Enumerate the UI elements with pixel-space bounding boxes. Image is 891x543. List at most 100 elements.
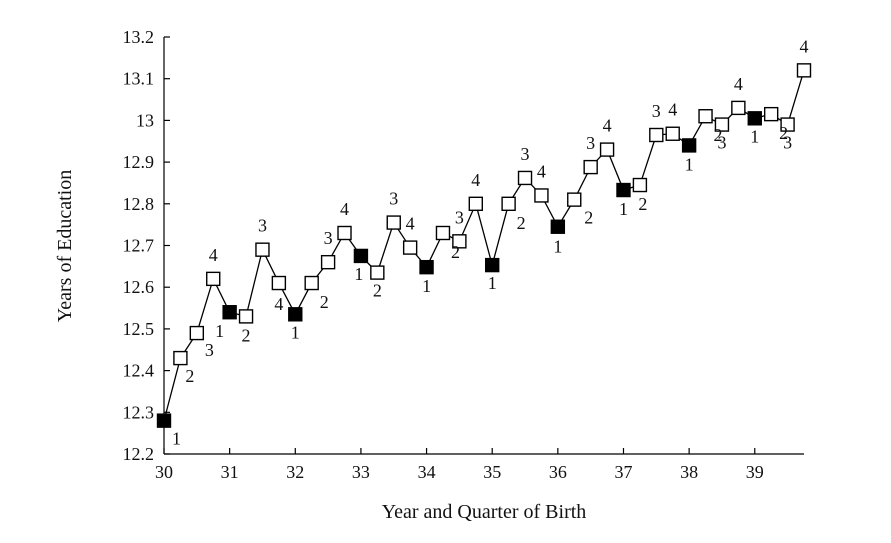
quarter-label: 2: [714, 125, 723, 145]
quarter-label: 3: [586, 133, 595, 153]
y-tick-label: 13: [136, 110, 154, 130]
data-point-hollow: [796, 63, 812, 78]
quarter-label: 3: [521, 144, 530, 164]
data-point-hollow: [255, 242, 270, 257]
quarter-label: 4: [274, 294, 283, 314]
quarter-label: 4: [406, 214, 415, 234]
data-point-hollow: [271, 275, 287, 291]
y-tick-label: 13.1: [123, 69, 155, 89]
data-point-hollow: [731, 100, 746, 116]
data-point-hollow: [370, 265, 385, 280]
y-tick-label: 12.9: [123, 152, 155, 172]
x-tick-label: 32: [286, 462, 304, 482]
y-axis-ticks: 12.2 12.3 12.4 12.5 12.6 12.7 12.8 12.9 13 13.1 13…: [123, 27, 170, 464]
x-axis-label: Year and Quarter of Birth: [382, 501, 587, 523]
quarter-label: 3: [389, 189, 398, 209]
quarter-label: 1: [488, 273, 497, 293]
data-point-hollow: [763, 106, 779, 122]
x-tick-label: 34: [418, 462, 436, 482]
data-point-hollow: [649, 127, 664, 143]
quarter-label: 4: [668, 100, 677, 120]
data-point-hollow: [304, 275, 319, 291]
y-tick-label: 13.2: [123, 27, 155, 47]
x-tick-label: 35: [483, 462, 501, 482]
data-point-filled: [550, 219, 566, 234]
quarter-label: 3: [455, 207, 464, 227]
data-point-hollow: [632, 177, 648, 193]
data-point-filled: [747, 111, 762, 126]
quarter-label: 4: [603, 116, 612, 136]
quarter-label: 4: [209, 245, 218, 265]
y-tick-label: 12.7: [123, 236, 155, 256]
quarter-label: 1: [619, 199, 628, 219]
data-point-filled: [419, 259, 434, 275]
data-point-filled: [222, 305, 237, 320]
quarter-label: 3: [258, 216, 267, 236]
quarter-label: 1: [685, 154, 694, 174]
quarter-label: 2: [185, 366, 194, 386]
data-point-hollow: [452, 234, 467, 249]
data-point-hollow: [714, 117, 730, 132]
quarter-label: 3: [652, 101, 661, 121]
quarter-label: 1: [422, 276, 431, 296]
x-tick-label: 36: [549, 462, 567, 482]
quarter-label: 2: [451, 242, 460, 262]
quarter-label: 1: [172, 429, 181, 449]
y-tick-label: 12.5: [123, 319, 155, 339]
quarter-label: 2: [779, 123, 788, 143]
data-point-hollow: [468, 196, 483, 212]
series-line: [163, 70, 805, 421]
data-point-hollow: [206, 271, 221, 287]
quarter-label: 1: [553, 237, 562, 257]
data-point-hollow: [320, 254, 336, 270]
y-tick-label: 12.3: [123, 402, 155, 422]
quarter-label: 1: [215, 321, 224, 341]
quarter-label: 4: [734, 74, 743, 94]
quarter-label: 1: [291, 322, 300, 342]
data-point-hollow: [665, 126, 680, 141]
data-point-hollow: [386, 215, 401, 230]
data-point-filled: [616, 182, 631, 198]
x-axis-ticks: 30 31 32 33 34 35 36 37 38 39: [155, 448, 764, 482]
data-point-hollow: [780, 117, 795, 132]
y-tick-label: 12.8: [123, 194, 155, 214]
data-markers: [156, 63, 812, 428]
quarter-label: 3: [205, 340, 214, 360]
quarter-label: 2: [638, 194, 647, 214]
data-point-hollow: [189, 325, 205, 341]
quarter-label: 4: [471, 170, 480, 190]
data-point-hollow: [517, 170, 533, 186]
data-point-hollow: [173, 350, 188, 366]
data-point-hollow: [435, 225, 451, 241]
quarter-label: 3: [717, 133, 726, 153]
data-point-filled: [681, 138, 697, 153]
data-point-hollow: [238, 309, 254, 324]
axes-layer: 12.212.312.412.512.612.712.812.91313.113…: [54, 27, 804, 523]
data-point-hollow: [337, 225, 352, 241]
quarter-label: 1: [354, 264, 363, 284]
quarter-label: 2: [373, 281, 382, 301]
y-axis-label: Years of Education: [54, 170, 76, 322]
data-point-hollow: [534, 188, 549, 203]
quarter-label: 4: [800, 36, 809, 56]
quarter-label: 2: [517, 213, 526, 233]
y-tick-label: 12.2: [123, 444, 155, 464]
data-point-filled: [288, 307, 303, 322]
data-point-filled: [353, 248, 369, 264]
x-tick-label: 30: [155, 462, 173, 482]
y-tick-label: 12.4: [123, 361, 155, 381]
x-tick-label: 39: [746, 462, 764, 482]
quarter-label: 2: [320, 292, 329, 312]
data-point-hollow: [599, 142, 615, 157]
x-tick-label: 33: [352, 462, 370, 482]
quarter-label: 1: [750, 126, 759, 146]
data-point-hollow: [567, 192, 582, 207]
data-point-hollow: [698, 109, 713, 124]
data-point-hollow: [501, 196, 516, 212]
quarter-label: 3: [324, 228, 333, 248]
quarter-label: 2: [584, 208, 593, 228]
